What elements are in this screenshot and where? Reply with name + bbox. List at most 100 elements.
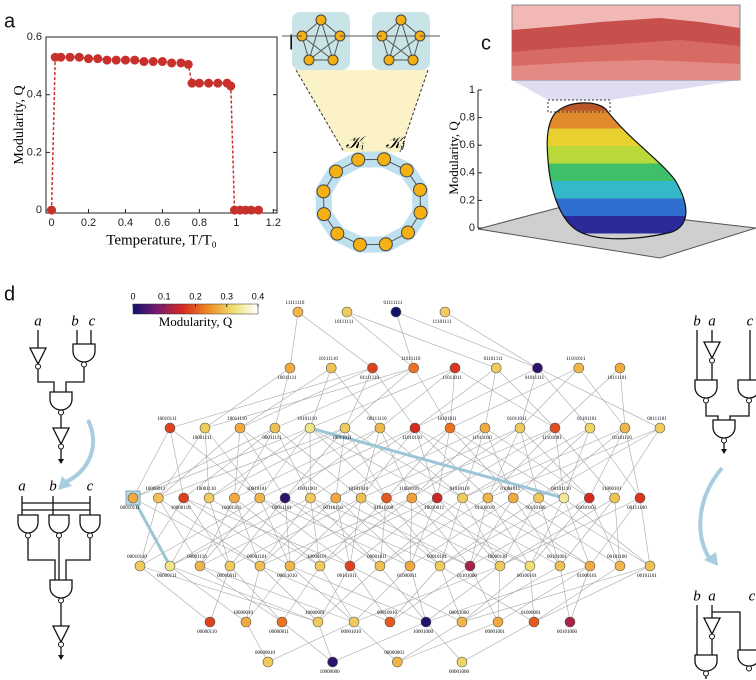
edge: [139, 497, 184, 567]
data-point: [111, 55, 121, 65]
input-label: b: [693, 588, 701, 604]
data-point: [176, 58, 186, 68]
node: [224, 560, 236, 572]
node: [194, 560, 206, 572]
edge: [386, 427, 556, 499]
node: [229, 492, 240, 504]
node: [532, 362, 543, 374]
input-label: c: [89, 313, 96, 329]
edge: [317, 621, 333, 663]
edge: [139, 565, 211, 623]
node-label: 10101011: [437, 417, 457, 422]
node-label: 11000101: [602, 487, 622, 492]
node: [305, 492, 316, 504]
edge: [169, 427, 260, 499]
edge: [199, 565, 283, 623]
graph-node: [407, 54, 419, 66]
node-label: 00010110: [127, 555, 147, 560]
edge: [239, 367, 373, 429]
edge: [234, 427, 241, 499]
x-axis-label: Temperature, T/T₀: [106, 232, 217, 248]
node-label: 01111110: [360, 376, 380, 381]
edge: [469, 497, 489, 567]
edge: [349, 497, 438, 567]
edge: [487, 427, 556, 499]
edge: [346, 311, 414, 369]
output-arrow: [58, 459, 64, 464]
node: [204, 616, 216, 628]
node-label: 00001011: [367, 555, 387, 560]
edge: [484, 367, 497, 429]
node: [367, 362, 378, 374]
edge: [353, 565, 411, 623]
node: [240, 616, 252, 628]
colorbar-tick-label: 0.4: [252, 291, 265, 301]
edge: [397, 621, 499, 663]
node-label: 00001101: [247, 555, 267, 560]
edge: [208, 427, 311, 499]
data-point: [47, 205, 57, 215]
nand-gate: [48, 514, 70, 534]
edge: [204, 367, 414, 429]
colorbar-tick-label: 0.1: [158, 291, 171, 301]
edge: [444, 311, 538, 369]
y-tick-label: 0.6: [27, 31, 42, 43]
edge: [439, 497, 539, 567]
data-point: [74, 52, 84, 62]
edge: [379, 565, 427, 623]
node: [325, 362, 337, 374]
edge: [414, 367, 538, 429]
node-label: 00101101: [637, 574, 657, 579]
edge: [169, 565, 319, 623]
node: [584, 422, 596, 434]
edge: [409, 565, 427, 623]
edge: [310, 497, 471, 567]
node: [355, 492, 367, 504]
edge: [386, 427, 451, 499]
edge: [569, 565, 591, 623]
node: [490, 362, 502, 374]
node-label: 00000110: [197, 630, 217, 635]
node: [482, 492, 494, 504]
node-label: 10011110: [227, 417, 247, 422]
gate-bubble: [58, 409, 64, 416]
output-arrow: [721, 449, 727, 454]
edge: [529, 497, 565, 567]
node-label: 00001010: [341, 630, 362, 635]
edge: [259, 497, 337, 567]
node: [284, 560, 296, 572]
edge: [234, 497, 261, 567]
node-label: 00010111: [120, 506, 140, 511]
edge: [469, 497, 514, 567]
edge: [397, 621, 463, 663]
node-label: 00000111: [157, 574, 177, 579]
edge: [462, 427, 626, 499]
colorbar-label: Modularity, Q: [159, 314, 233, 329]
edge: [229, 497, 286, 567]
node-label: 01011100: [374, 506, 394, 511]
ring-node: [400, 225, 415, 240]
inset-surface: [512, 60, 740, 80]
y-axis-label: Modularity, Q: [12, 85, 27, 164]
data-point: [194, 78, 204, 88]
edge: [259, 565, 391, 623]
edge: [259, 565, 319, 623]
edge: [349, 565, 391, 623]
z-tick-label: 0.4: [460, 167, 475, 179]
node: [479, 422, 491, 434]
node-label: 10001101: [221, 506, 241, 511]
node: [584, 560, 596, 572]
ring-node: [316, 184, 331, 199]
edge: [267, 621, 355, 663]
gate-bubble: [709, 357, 715, 364]
edge: [414, 427, 438, 499]
node: [634, 492, 646, 504]
edge: [317, 565, 351, 623]
nand-gate: [17, 514, 39, 534]
nand-gate: [737, 379, 756, 399]
node: [392, 656, 403, 668]
edge: [289, 497, 438, 567]
node-label: 00000001: [384, 651, 405, 656]
edge: [414, 367, 497, 429]
